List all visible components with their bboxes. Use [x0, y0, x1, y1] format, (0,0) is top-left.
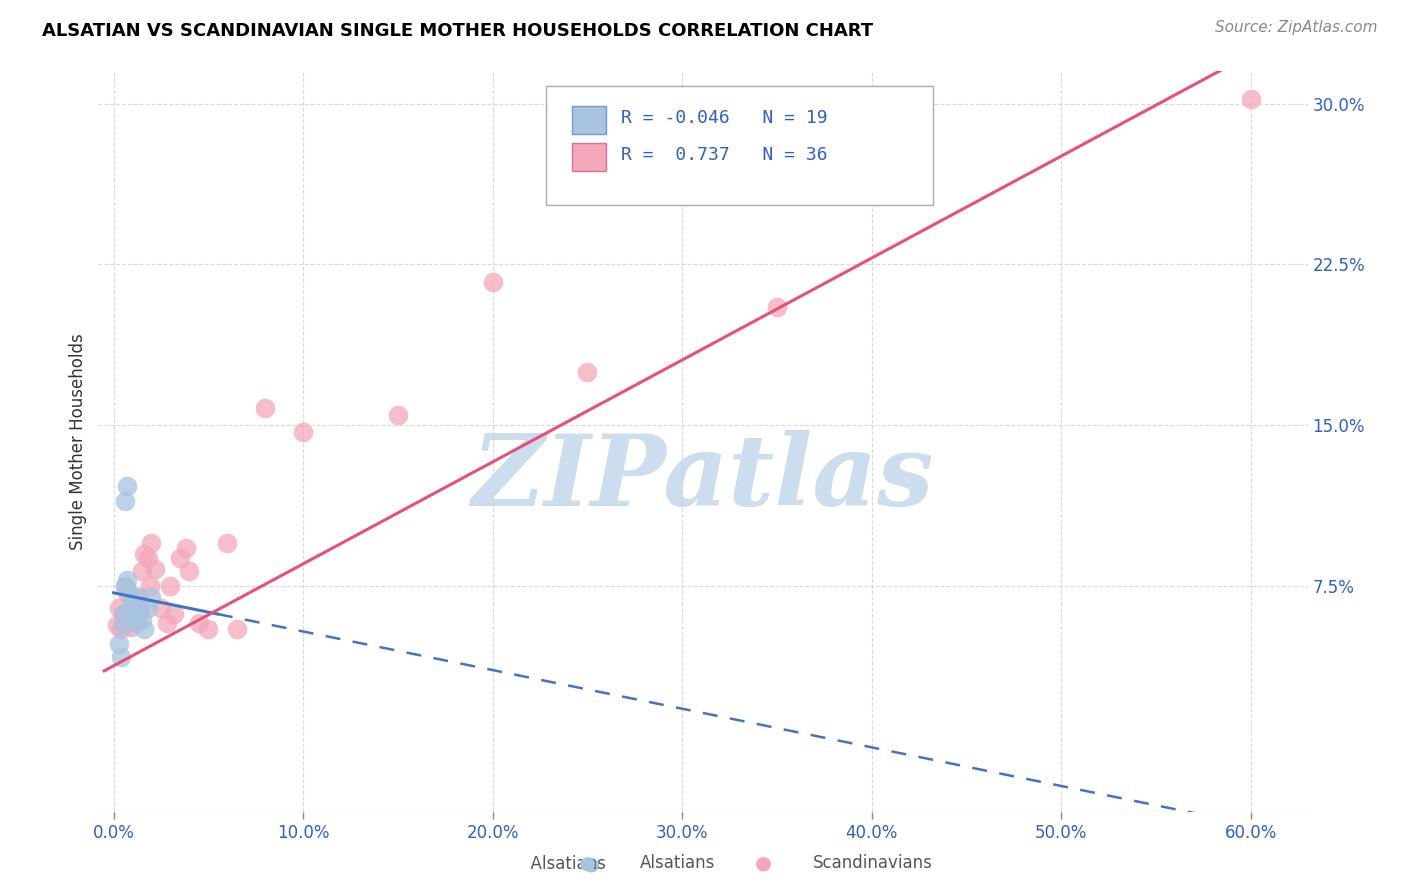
Text: Source: ZipAtlas.com: Source: ZipAtlas.com — [1215, 20, 1378, 35]
Point — [114, 493, 136, 508]
Point — [174, 541, 197, 555]
Point — [129, 605, 152, 619]
Point — [187, 615, 209, 630]
Point — [114, 579, 136, 593]
Text: ●: ● — [583, 854, 606, 873]
Text: Alsatians: Alsatians — [520, 855, 606, 872]
Point — [125, 615, 148, 630]
Text: Alsatians: Alsatians — [640, 855, 716, 872]
Point — [131, 565, 153, 579]
Point — [136, 551, 159, 566]
Point — [131, 611, 153, 625]
Point — [118, 586, 141, 600]
Point — [108, 637, 131, 651]
Point — [141, 536, 163, 550]
FancyBboxPatch shape — [546, 87, 932, 204]
Point — [481, 275, 503, 289]
Point — [125, 600, 148, 615]
Point — [766, 301, 789, 315]
Point — [105, 618, 128, 632]
Point — [120, 620, 142, 634]
Text: Scandinavians: Scandinavians — [813, 855, 932, 872]
Point — [129, 599, 152, 613]
Text: ●: ● — [579, 854, 602, 873]
Point — [179, 565, 201, 579]
Point — [115, 586, 138, 600]
Point — [121, 605, 143, 619]
Point — [387, 408, 409, 422]
Point — [112, 607, 135, 622]
Point — [1240, 92, 1263, 106]
Point — [115, 478, 138, 492]
Point — [112, 618, 135, 632]
FancyBboxPatch shape — [572, 106, 606, 135]
Text: ZIPatlas: ZIPatlas — [472, 430, 934, 527]
Point — [163, 607, 186, 622]
FancyBboxPatch shape — [572, 144, 606, 171]
Point — [136, 600, 159, 615]
Point — [127, 590, 149, 604]
Point — [138, 579, 160, 593]
Text: R =  0.737   N = 36: R = 0.737 N = 36 — [621, 146, 827, 164]
Point — [112, 607, 135, 622]
Point — [197, 623, 219, 637]
Point — [108, 600, 131, 615]
Point — [254, 401, 277, 416]
Point — [118, 600, 141, 615]
Point — [576, 365, 599, 379]
Point — [156, 615, 179, 630]
Point — [292, 425, 315, 439]
Point — [225, 623, 247, 637]
Point — [141, 590, 163, 604]
Point — [110, 623, 132, 637]
Text: R = -0.046   N = 19: R = -0.046 N = 19 — [621, 109, 827, 127]
Point — [114, 579, 136, 593]
Point — [115, 573, 138, 587]
Point — [127, 590, 149, 604]
Point — [132, 547, 155, 561]
Point — [132, 623, 155, 637]
Point — [143, 562, 166, 576]
Y-axis label: Single Mother Households: Single Mother Households — [69, 334, 87, 549]
Point — [169, 551, 191, 566]
Point — [124, 605, 146, 619]
Point — [120, 600, 142, 615]
Text: ●: ● — [755, 854, 778, 873]
Point — [149, 600, 172, 615]
Point — [159, 579, 181, 593]
Point — [121, 594, 143, 608]
Point — [110, 650, 132, 665]
Text: ALSATIAN VS SCANDINAVIAN SINGLE MOTHER HOUSEHOLDS CORRELATION CHART: ALSATIAN VS SCANDINAVIAN SINGLE MOTHER H… — [42, 22, 873, 40]
Point — [217, 536, 239, 550]
